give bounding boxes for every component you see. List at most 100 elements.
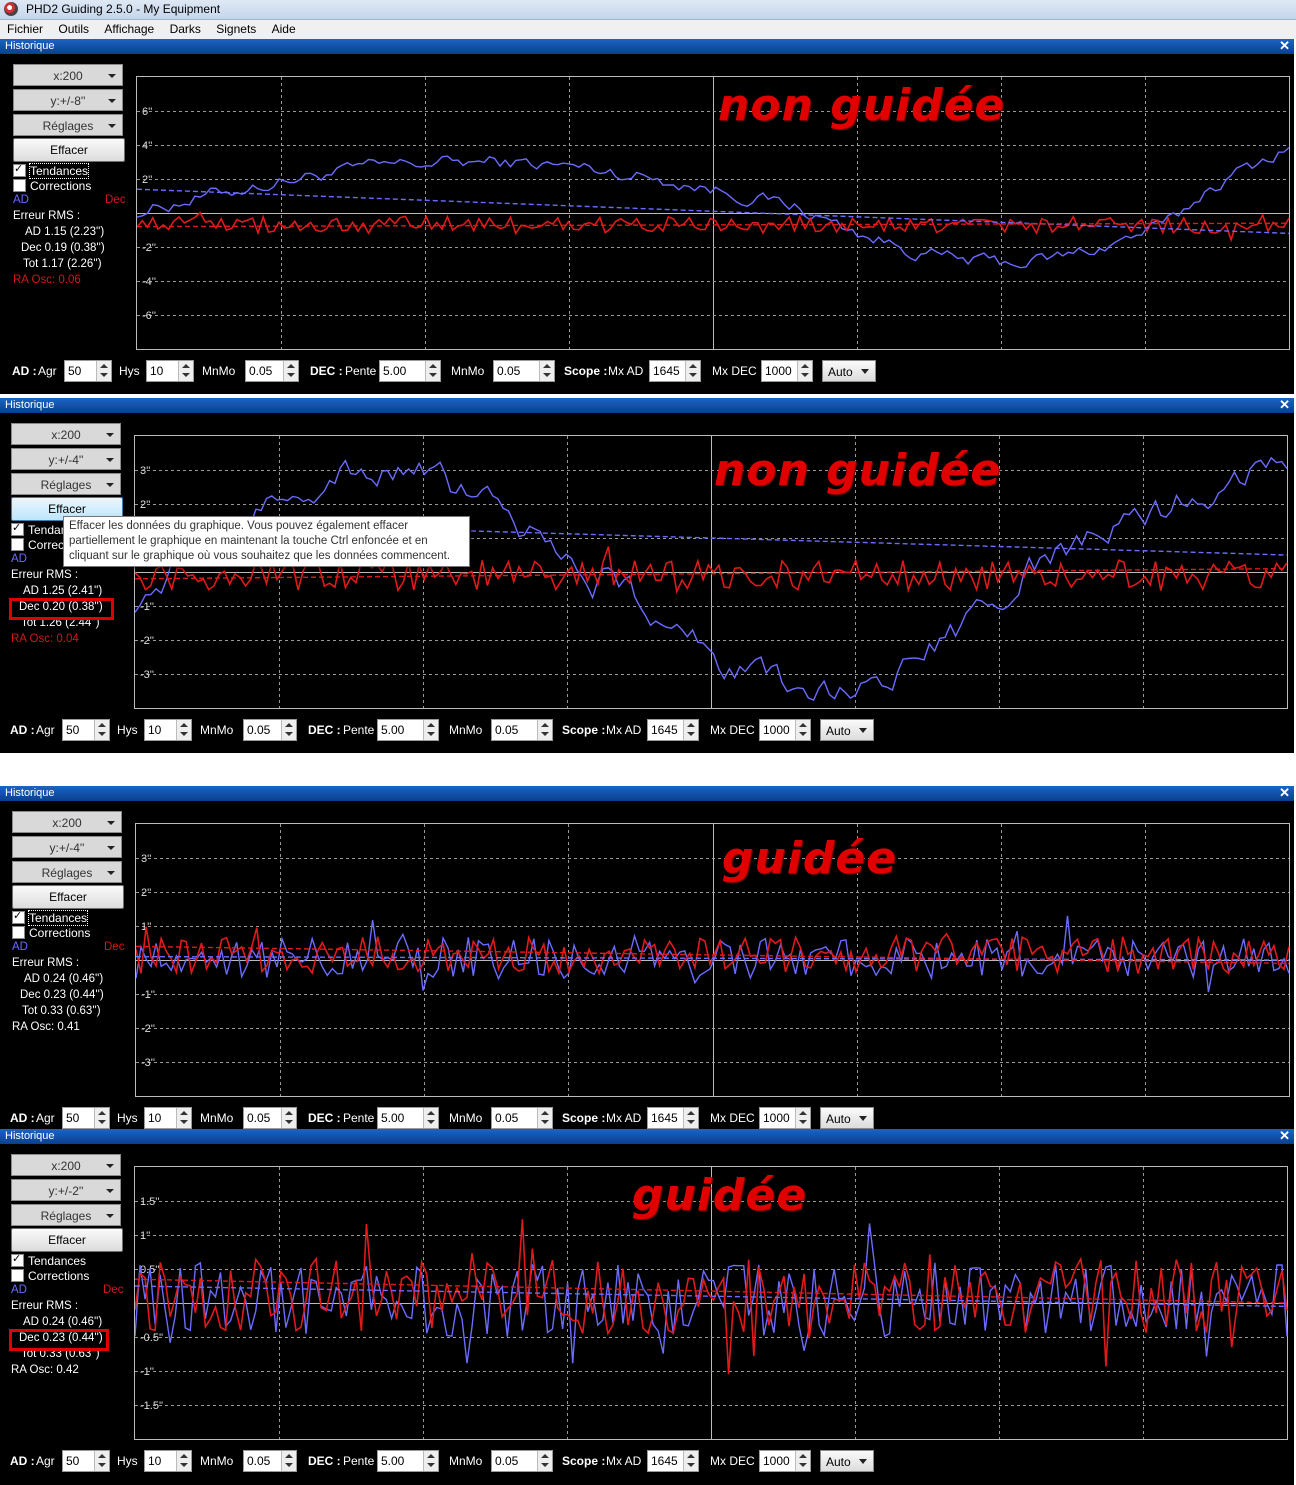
dec-minmove-spinner[interactable]: 0.05 <box>491 719 553 741</box>
dec-slope-spinner[interactable]: 5.00 <box>377 1450 439 1472</box>
ra-minmove-spinner[interactable]: 0.05 <box>243 1450 297 1472</box>
max-ra-spinner[interactable]: 1645 <box>647 1107 699 1129</box>
dec-minmove-spinner[interactable]: 0.05 <box>491 1107 553 1129</box>
spin-arrows-icon[interactable] <box>537 1108 552 1128</box>
corrections-checkbox[interactable]: Corrections <box>11 1269 89 1283</box>
spin-arrows-icon[interactable] <box>96 361 111 381</box>
checkbox-box[interactable] <box>11 1269 24 1282</box>
settings-dropdown[interactable]: Réglages <box>11 473 121 495</box>
spin-arrows-icon[interactable] <box>94 720 109 740</box>
dec-mode-select[interactable]: Auto <box>820 719 874 741</box>
checkbox-box[interactable] <box>12 909 25 924</box>
ra-minmove-spinner[interactable]: 0.05 <box>243 719 297 741</box>
spin-arrows-icon[interactable] <box>281 1108 296 1128</box>
y-scale-dropdown[interactable]: y:+/-8'' <box>13 89 123 111</box>
settings-dropdown[interactable]: Réglages <box>11 1204 121 1226</box>
dec-mode-select[interactable]: Auto <box>820 1450 874 1472</box>
spin-arrows-icon[interactable] <box>423 1108 438 1128</box>
max-dec-spinner[interactable]: 1000 <box>759 1450 811 1472</box>
max-ra-spinner[interactable]: 1645 <box>647 1450 699 1472</box>
dec-slope-spinner[interactable]: 5.00 <box>377 719 439 741</box>
max-ra-spinner[interactable]: 1645 <box>649 360 701 382</box>
spin-arrows-icon[interactable] <box>683 720 698 740</box>
spin-arrows-icon[interactable] <box>795 1108 810 1128</box>
settings-dropdown[interactable]: Réglages <box>12 861 122 883</box>
menu-affichage[interactable]: Affichage <box>104 22 155 36</box>
close-icon[interactable]: ✕ <box>1279 38 1290 53</box>
guide-graph[interactable]: 6'' 4'' 2'' -2'' -4'' -6'' <box>136 76 1290 350</box>
trends-checkbox[interactable]: Tendances <box>12 909 89 926</box>
settings-dropdown[interactable]: Réglages <box>13 114 123 136</box>
corrections-checkbox[interactable]: Corrections <box>12 926 90 940</box>
menu-outils[interactable]: Outils <box>58 22 90 36</box>
menu-fichier[interactable]: Fichier <box>7 22 44 36</box>
ra-aggression-spinner[interactable]: 50 <box>62 1450 110 1472</box>
ra-hysteresis-spinner[interactable]: 10 <box>146 360 194 382</box>
dec-slope-spinner[interactable]: 5.00 <box>379 360 441 382</box>
max-dec-spinner[interactable]: 1000 <box>759 1107 811 1129</box>
guide-graph[interactable]: 3''2''1''-1''-2''-3'' <box>135 823 1290 1097</box>
spin-arrows-icon[interactable] <box>795 720 810 740</box>
menu-darks[interactable]: Darks <box>169 22 201 36</box>
ra-aggression-spinner[interactable]: 50 <box>64 360 112 382</box>
corrections-checkbox[interactable]: Corrections <box>13 179 91 193</box>
spin-arrows-icon[interactable] <box>683 1108 698 1128</box>
dec-mode-select[interactable]: Auto <box>822 360 876 382</box>
checkbox-box[interactable] <box>12 926 25 939</box>
spin-arrows-icon[interactable] <box>685 361 700 381</box>
spin-arrows-icon[interactable] <box>423 1451 438 1471</box>
spin-arrows-icon[interactable] <box>178 361 193 381</box>
ra-hysteresis-spinner[interactable]: 10 <box>144 1107 192 1129</box>
dec-minmove-spinner[interactable]: 0.05 <box>491 1450 553 1472</box>
ra-hysteresis-spinner[interactable]: 10 <box>144 1450 192 1472</box>
x-scale-dropdown[interactable]: x:200 <box>13 64 123 86</box>
spin-arrows-icon[interactable] <box>423 720 438 740</box>
ra-minmove-spinner[interactable]: 0.05 <box>243 1107 297 1129</box>
guide-graph[interactable]: 3''2''1''-1''-2''-3'' <box>134 435 1288 709</box>
dec-mode-select[interactable]: Auto <box>820 1107 874 1129</box>
checkbox-box[interactable] <box>11 538 24 551</box>
ra-aggression-spinner[interactable]: 50 <box>62 1107 110 1129</box>
clear-button[interactable]: Effacer <box>11 1228 123 1252</box>
spin-arrows-icon[interactable] <box>797 361 812 381</box>
y-scale-dropdown[interactable]: y:+/-2'' <box>11 1179 121 1201</box>
spin-arrows-icon[interactable] <box>537 1451 552 1471</box>
close-icon[interactable]: ✕ <box>1279 1128 1290 1143</box>
spin-arrows-icon[interactable] <box>425 361 440 381</box>
max-ra-spinner[interactable]: 1645 <box>647 719 699 741</box>
spin-arrows-icon[interactable] <box>281 720 296 740</box>
spin-arrows-icon[interactable] <box>281 1451 296 1471</box>
menu-aide[interactable]: Aide <box>271 22 296 36</box>
spin-arrows-icon[interactable] <box>94 1451 109 1471</box>
spin-arrows-icon[interactable] <box>539 361 554 381</box>
ra-aggression-spinner[interactable]: 50 <box>62 719 110 741</box>
checkbox-box[interactable] <box>13 179 26 192</box>
clear-button[interactable]: Effacer <box>12 885 124 909</box>
spin-arrows-icon[interactable] <box>683 1451 698 1471</box>
ra-minmove-spinner[interactable]: 0.05 <box>245 360 299 382</box>
dec-slope-spinner[interactable]: 5.00 <box>377 1107 439 1129</box>
trends-checkbox[interactable]: Tendances <box>11 1252 86 1268</box>
checkbox-box[interactable] <box>11 1252 24 1267</box>
clear-button[interactable]: Effacer <box>13 138 125 162</box>
menu-signets[interactable]: Signets <box>216 22 257 36</box>
spin-arrows-icon[interactable] <box>94 1108 109 1128</box>
spin-arrows-icon[interactable] <box>176 1451 191 1471</box>
spin-arrows-icon[interactable] <box>283 361 298 381</box>
checkbox-box[interactable] <box>11 521 24 536</box>
spin-arrows-icon[interactable] <box>176 1108 191 1128</box>
x-scale-dropdown[interactable]: x:200 <box>11 423 121 445</box>
dec-minmove-spinner[interactable]: 0.05 <box>493 360 555 382</box>
y-scale-dropdown[interactable]: y:+/-4'' <box>11 448 121 470</box>
x-scale-dropdown[interactable]: x:200 <box>11 1154 121 1176</box>
y-scale-dropdown[interactable]: y:+/-4'' <box>12 836 122 858</box>
checkbox-box[interactable] <box>13 162 26 177</box>
max-dec-spinner[interactable]: 1000 <box>761 360 813 382</box>
close-icon[interactable]: ✕ <box>1279 785 1290 800</box>
guide-graph[interactable]: 1.5'' 1'' 0.5'' -0.5'' -1'' -1.5'' <box>134 1166 1288 1440</box>
close-icon[interactable]: ✕ <box>1279 397 1290 412</box>
x-scale-dropdown[interactable]: x:200 <box>12 811 122 833</box>
trends-checkbox[interactable]: Tendances <box>13 162 90 179</box>
ra-hysteresis-spinner[interactable]: 10 <box>144 719 192 741</box>
max-dec-spinner[interactable]: 1000 <box>759 719 811 741</box>
